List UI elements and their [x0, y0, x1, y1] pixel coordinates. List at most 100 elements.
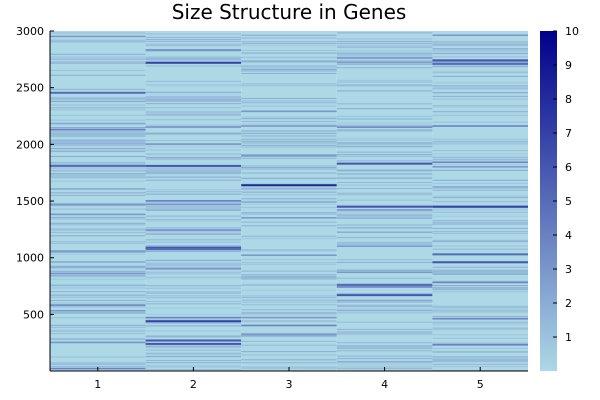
heatmap-cell: [336, 173, 433, 175]
colorbar-tick-label: 4: [565, 229, 572, 242]
heatmap-cell: [50, 278, 146, 280]
heatmap-cell: [50, 203, 146, 205]
heatmap-cell: [241, 262, 337, 264]
heatmap-cell: [50, 145, 146, 147]
heatmap-cell: [432, 114, 528, 116]
heatmap-cell: [50, 324, 146, 326]
heatmap-cell: [241, 69, 337, 71]
heatmap-cell: [336, 215, 433, 217]
heatmap-cell: [241, 123, 337, 125]
heatmap-cell: [50, 122, 146, 124]
heatmap-cell: [145, 241, 242, 243]
heatmap-cell: [336, 277, 433, 279]
heatmap-cell: [50, 213, 146, 216]
heatmap-cell: [241, 188, 337, 190]
heatmap-cell: [432, 65, 528, 67]
heatmap-cell: [432, 179, 528, 181]
heatmap-cell: [50, 294, 146, 296]
heatmap-cell: [50, 134, 146, 136]
heatmap-cell: [50, 131, 146, 133]
heatmap-cell: [145, 204, 242, 206]
heatmap-cell: [432, 153, 528, 155]
heatmap-cell: [432, 287, 528, 289]
heatmap-cell: [432, 186, 528, 188]
heatmap-cell: [336, 51, 433, 53]
heatmap-cell: [432, 342, 528, 344]
heatmap-cell: [432, 327, 528, 329]
heatmap-cell: [145, 320, 242, 323]
heatmap-cell: [432, 143, 528, 145]
heatmap-cell: [336, 151, 433, 153]
heatmap-cell: [145, 110, 242, 112]
heatmap-cell: [50, 242, 146, 244]
heatmap-cell: [432, 316, 528, 318]
heatmap-cell: [432, 347, 528, 349]
heatmap-cell: [50, 148, 146, 150]
heatmap-cell: [50, 136, 146, 138]
heatmap-cell: [241, 340, 337, 342]
heatmap-cell: [241, 263, 337, 265]
heatmap-cell: [50, 223, 146, 225]
heatmap-cell: [145, 92, 242, 94]
heatmap-cell: [50, 69, 146, 71]
heatmap-cell: [241, 140, 337, 142]
heatmap-cell: [50, 366, 146, 368]
heatmap-cell: [50, 310, 146, 312]
heatmap-cell: [145, 359, 242, 361]
heatmap-cell: [50, 162, 146, 164]
heatmap-cell: [432, 222, 528, 224]
heatmap-cell: [145, 262, 242, 264]
heatmap-cell: [145, 266, 242, 268]
heatmap-cell: [50, 174, 146, 176]
heatmap-cell: [50, 274, 146, 276]
heatmap-cell: [145, 208, 242, 210]
heatmap-cell: [432, 239, 528, 241]
heatmap-cell: [145, 49, 242, 51]
heatmap-cell: [241, 359, 337, 361]
heatmap-cell: [50, 341, 146, 344]
heatmap-cell: [241, 203, 337, 205]
heatmap-cell: [241, 142, 337, 144]
heatmap-cell: [145, 322, 242, 324]
heatmap-cell: [145, 177, 242, 179]
heatmap-cell: [432, 189, 528, 191]
heatmap-cell: [336, 174, 433, 176]
heatmap-cell: [241, 85, 337, 87]
heatmap-cell: [336, 155, 433, 157]
heatmap-cell: [145, 103, 242, 105]
heatmap-cell: [241, 198, 337, 200]
heatmap-cell: [50, 114, 146, 116]
heatmap-cell: [432, 337, 528, 339]
heatmap-cell: [432, 66, 528, 68]
heatmap-cell: [432, 289, 528, 291]
heatmap-cell: [432, 98, 528, 100]
heatmap-cell: [336, 306, 433, 308]
heatmap-cell: [241, 314, 337, 316]
heatmap-cell: [50, 187, 146, 189]
heatmap-cell: [50, 228, 146, 230]
heatmap-cell: [145, 100, 242, 102]
heatmap-cell: [336, 304, 433, 306]
heatmap-cell: [432, 166, 528, 168]
heatmap-cell: [50, 231, 146, 233]
heatmap-cell: [432, 272, 528, 274]
heatmap-cell: [145, 176, 242, 178]
colorbar-tick-label: 9: [565, 59, 572, 72]
heatmap-cell: [50, 276, 146, 278]
heatmap-cell: [336, 47, 433, 49]
heatmap-cell: [432, 211, 528, 213]
heatmap-cell: [432, 56, 528, 58]
heatmap-cell: [432, 322, 528, 324]
heatmap-cell: [241, 277, 337, 279]
heatmap-cell: [50, 356, 146, 358]
heatmap-cell: [145, 125, 242, 127]
heatmap-cell: [241, 130, 337, 132]
heatmap-cell: [241, 97, 337, 99]
heatmap-cell: [432, 48, 528, 50]
heatmap-cell: [336, 237, 433, 239]
heatmap-cell: [336, 118, 433, 120]
heatmap-cell: [336, 67, 433, 69]
heatmap-cell: [241, 65, 337, 67]
heatmap-cell: [50, 333, 146, 335]
